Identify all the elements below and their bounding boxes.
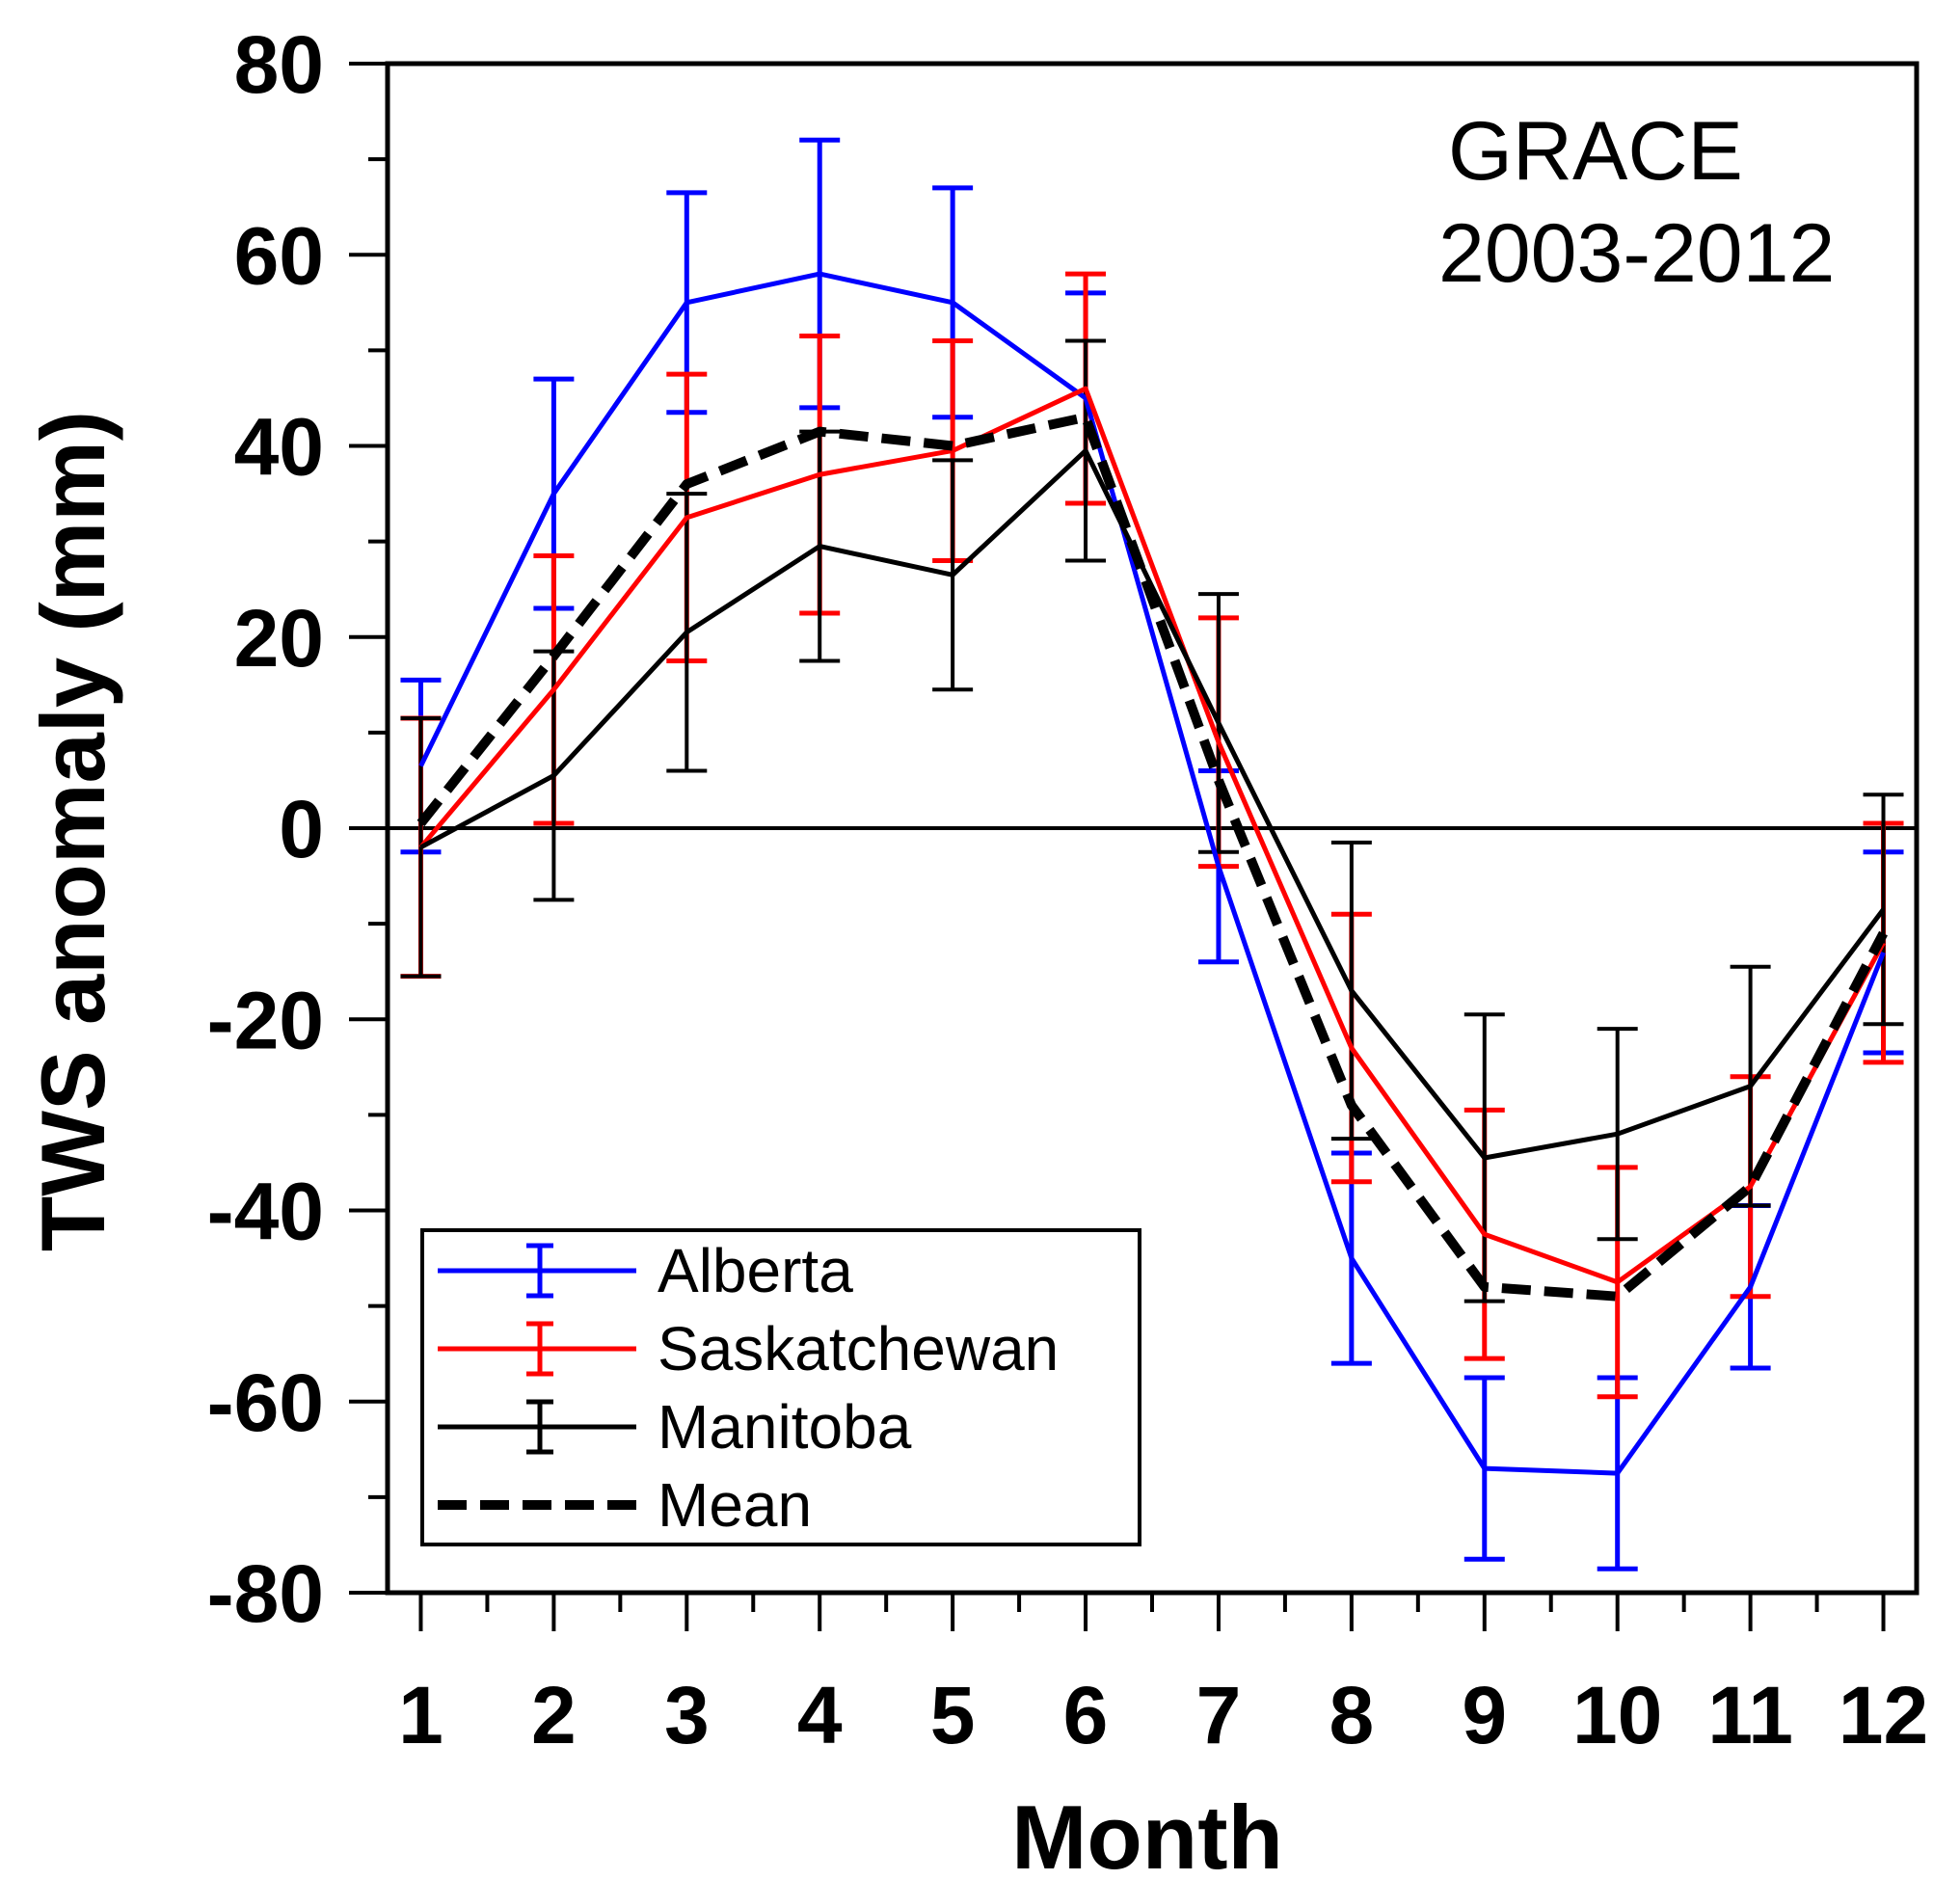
legend: Alberta Saskatchewan Manitoba Mean — [420, 1228, 1141, 1546]
series-layer — [400, 137, 1904, 1571]
x-tick-label: 9 — [1462, 1670, 1507, 1760]
manitoba-line — [419, 447, 1886, 1161]
x-tick-label: 12 — [1839, 1670, 1928, 1760]
x-tick-label: 5 — [930, 1670, 976, 1760]
x-axis-ticks — [418, 1593, 1886, 1631]
y-tick-label: 40 — [234, 402, 324, 493]
series-manitoba — [400, 338, 1904, 1303]
x-tick-label: 3 — [664, 1670, 710, 1760]
y-tick-label: -40 — [207, 1167, 324, 1257]
y-tick-label: 60 — [234, 210, 324, 301]
y-axis-ticks — [349, 62, 388, 1595]
x-tick-label: 6 — [1063, 1670, 1109, 1760]
mean-line — [416, 412, 1888, 1302]
x-tick-label: 11 — [1707, 1670, 1793, 1760]
y-axis-title: TWS anomaly (mm) — [22, 411, 123, 1251]
x-tick-label: 2 — [531, 1670, 577, 1760]
annotation-grace: GRACE — [1448, 105, 1743, 198]
x-tick-label: 4 — [797, 1670, 843, 1760]
x-tick-label: 7 — [1196, 1670, 1242, 1760]
x-axis-title: Month — [1011, 1786, 1283, 1880]
y-tick-label: -60 — [207, 1357, 324, 1448]
alberta-line — [418, 271, 1886, 1476]
legend-mean-label: Mean — [658, 1470, 812, 1540]
legend-alberta-label: Alberta — [658, 1236, 853, 1305]
legend-manitoba-label: Manitoba — [658, 1392, 912, 1462]
y-tick-label: 0 — [279, 784, 324, 874]
y-tick-label: -80 — [207, 1548, 324, 1639]
y-axis-tick-labels: -80 -60 -40 -20 0 20 40 60 80 — [207, 19, 324, 1639]
x-tick-label: 10 — [1572, 1670, 1662, 1760]
x-tick-label: 8 — [1329, 1670, 1375, 1760]
y-tick-label: 80 — [234, 19, 324, 110]
annotation-period: 2003-2012 — [1438, 207, 1835, 300]
y-tick-label: 20 — [234, 593, 324, 684]
legend-saskatchewan-label: Saskatchewan — [658, 1314, 1059, 1383]
saskatchewan-line — [418, 386, 1886, 1285]
y-tick-label: -20 — [207, 975, 324, 1065]
x-axis-tick-labels: 1 2 3 4 5 6 7 8 9 10 11 12 — [398, 1670, 1928, 1760]
x-tick-label: 1 — [398, 1670, 443, 1760]
